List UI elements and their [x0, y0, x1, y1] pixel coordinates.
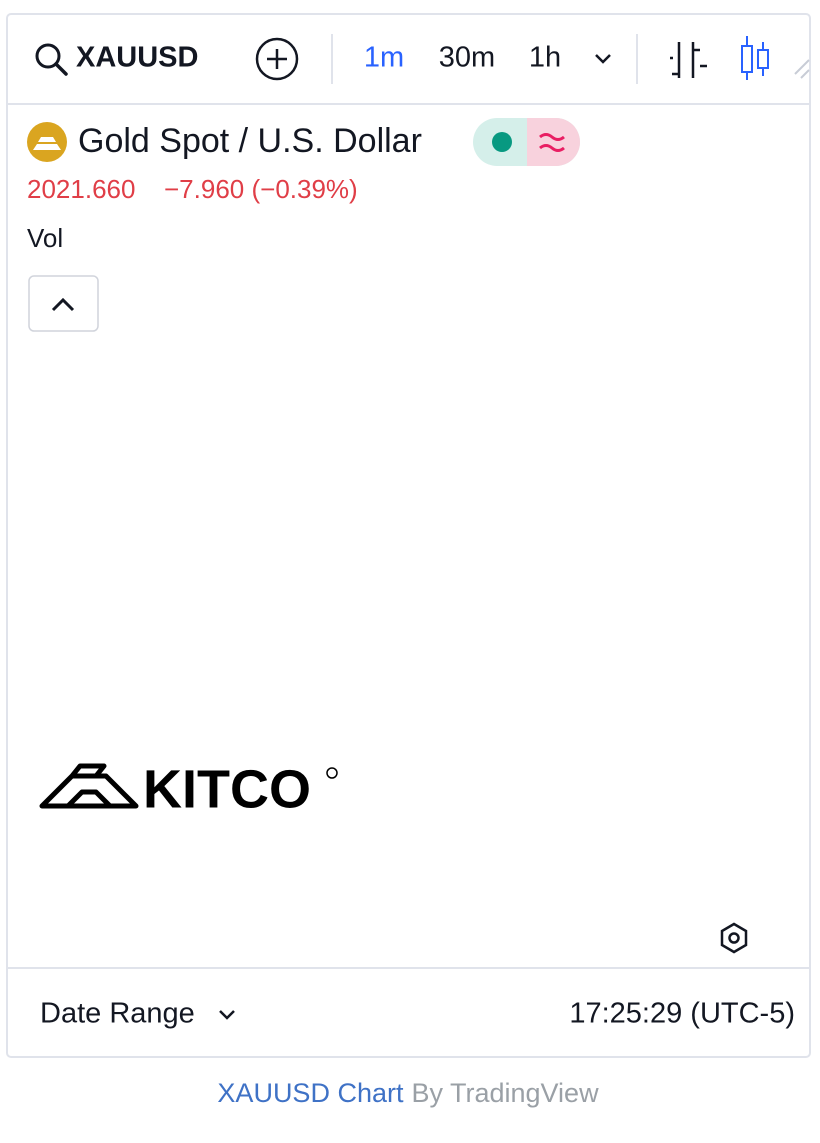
attribution: XAUUSD Chart By TradingView — [217, 1078, 599, 1108]
bars-style[interactable] — [670, 42, 707, 78]
volume-legend: Vol — [27, 223, 63, 253]
clock: 17:25:29 (UTC-5) — [569, 998, 795, 1030]
collapse-button[interactable] — [28, 275, 99, 332]
chart-link[interactable]: XAUUSD Chart — [217, 1078, 404, 1108]
date-range[interactable]: Date Range — [40, 998, 195, 1030]
symbol-logo-bars — [33, 137, 61, 150]
candle-icon-body — [741, 45, 753, 73]
interval[interactable]: 1h — [529, 42, 561, 74]
delayed-icon — [539, 133, 565, 152]
settings-icon[interactable] — [720, 922, 748, 954]
interval-dropdown[interactable] — [595, 54, 611, 64]
search[interactable]: XAUUSD — [35, 42, 198, 76]
symbol: XAUUSD — [76, 42, 198, 74]
search-icon-handle — [54, 62, 68, 76]
interval[interactable]: 1m — [364, 42, 404, 74]
collapse-caret — [51, 297, 75, 312]
market-status-dot — [492, 132, 512, 152]
watermark-text: KITCO — [143, 759, 311, 819]
resize-handle — [794, 59, 810, 79]
legend-price: 2021.660 — [27, 174, 135, 204]
compare[interactable] — [255, 37, 299, 81]
candle-icon-body — [757, 49, 769, 69]
status-pill-right — [527, 118, 580, 166]
search-icon — [35, 43, 61, 69]
plus — [267, 49, 287, 69]
registered-mark — [326, 767, 338, 779]
interval[interactable]: 30m — [439, 42, 495, 74]
by-tradingview: By TradingView — [411, 1078, 599, 1108]
card — [6, 13, 811, 1058]
settings-icon-center — [728, 932, 740, 944]
watermark: KITCO — [39, 759, 338, 819]
candles-style[interactable] — [741, 36, 769, 80]
legend-title: Gold Spot / U.S. Dollar — [78, 122, 422, 160]
plus-circle — [255, 37, 299, 81]
gold-bars-logo — [39, 763, 139, 809]
legend-change: −7.960 (−0.39%) — [164, 174, 358, 204]
date-range-chevron — [219, 1010, 235, 1020]
